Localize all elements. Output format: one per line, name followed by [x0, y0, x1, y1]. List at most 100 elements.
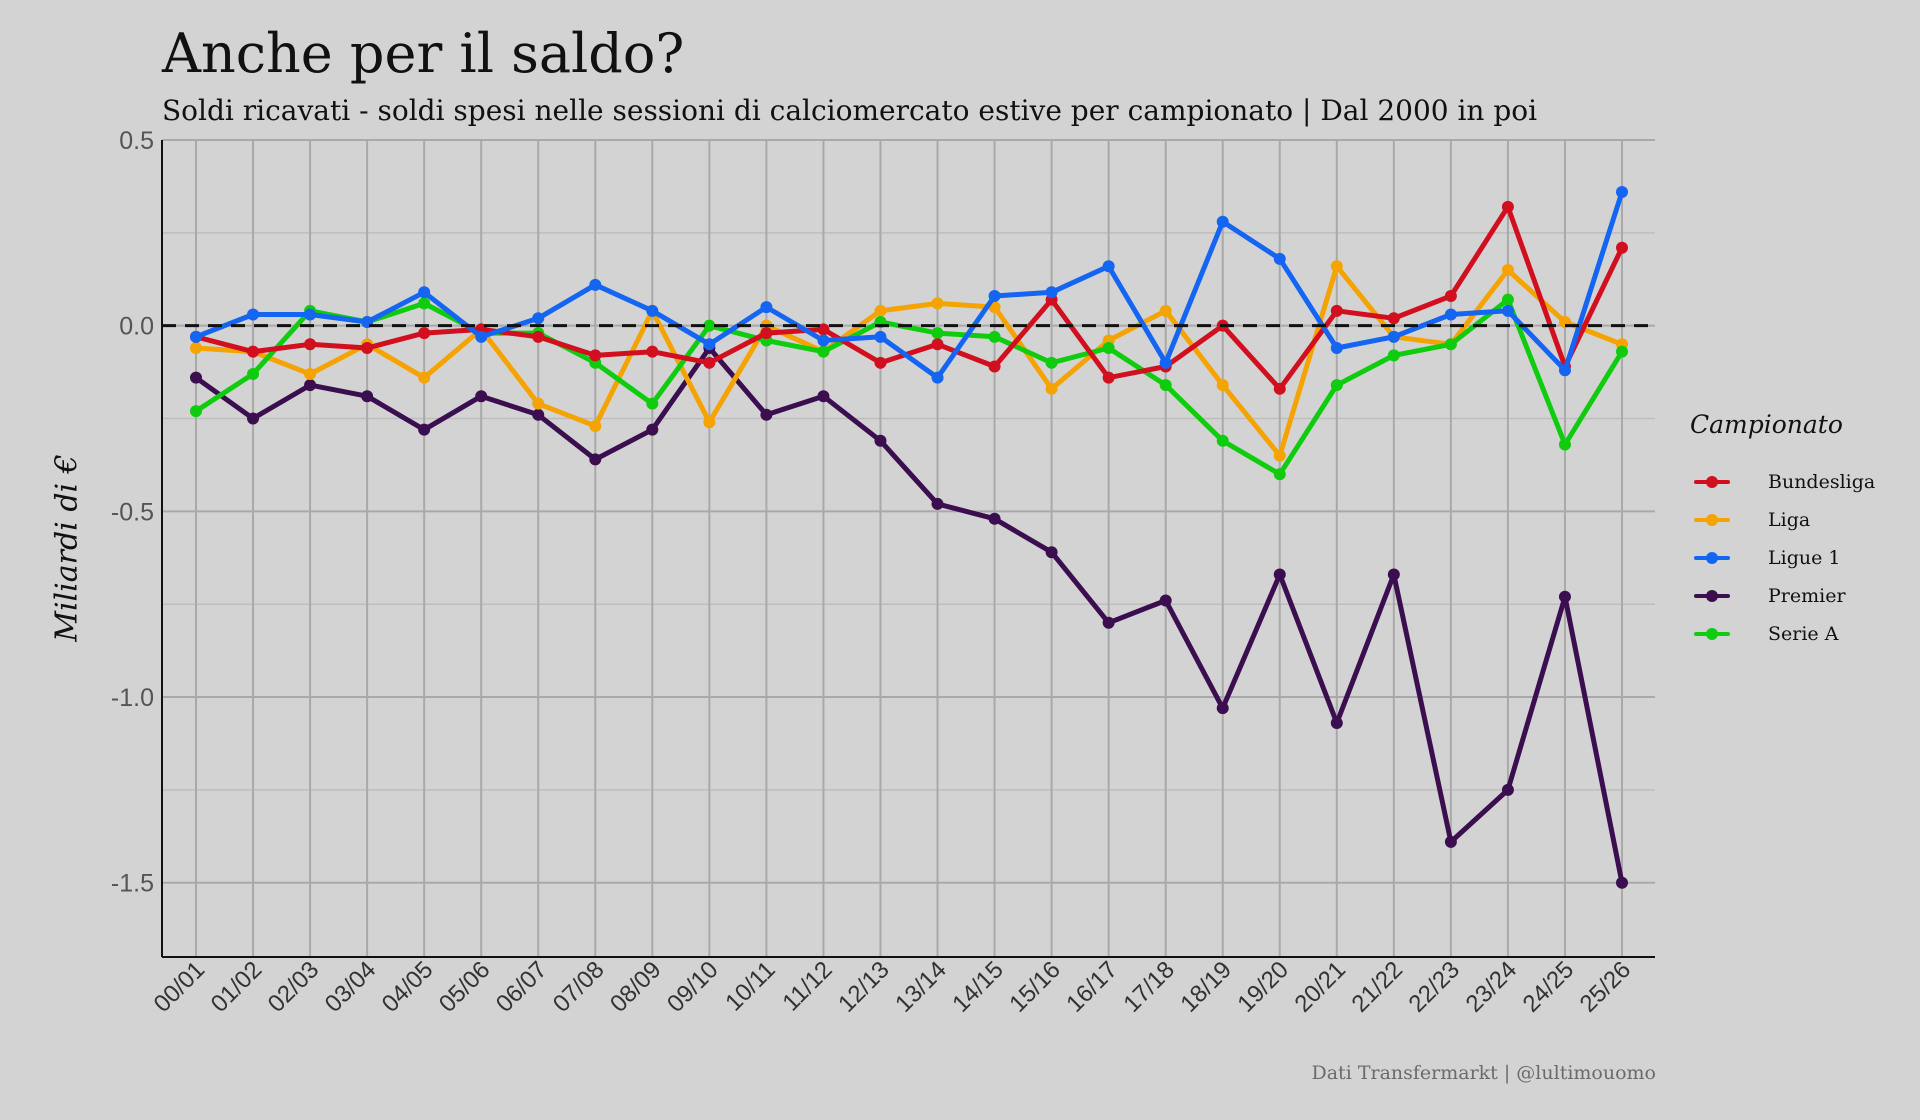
data-point-liga	[703, 416, 716, 429]
x-tick-label: 22/23	[1404, 956, 1466, 1018]
data-point-ligue-1	[247, 308, 260, 321]
data-point-premier	[1387, 568, 1400, 581]
legend-item-serie-a: Serie A	[1690, 615, 1875, 653]
legend-item-bundesliga: Bundesliga	[1690, 463, 1875, 501]
data-point-bundesliga	[1444, 289, 1457, 302]
data-point-bundesliga	[1387, 312, 1400, 325]
data-point-serie-a	[247, 367, 260, 380]
data-point-ligue-1	[1501, 304, 1514, 317]
x-tick-label: 07/08	[548, 956, 610, 1018]
y-tick-label: -1.5	[111, 870, 154, 898]
data-point-serie-a	[1501, 293, 1514, 306]
data-point-liga	[304, 367, 317, 380]
data-point-ligue-1	[1159, 356, 1172, 369]
legend-label: Liga	[1768, 509, 1811, 531]
data-point-bundesliga	[589, 349, 602, 362]
data-point-serie-a	[646, 397, 659, 410]
data-point-bundesliga	[418, 327, 431, 340]
series-lines	[162, 185, 1655, 889]
y-tick-label: -0.5	[111, 498, 154, 526]
chart-subtitle: Soldi ricavati - soldi spesi nelle sessi…	[162, 94, 1538, 127]
data-point-ligue-1	[304, 308, 317, 321]
x-tick-label: 02/03	[263, 956, 325, 1018]
data-point-serie-a	[988, 330, 1001, 343]
series-serie-a	[190, 293, 1628, 481]
data-point-ligue-1	[1045, 286, 1058, 299]
data-point-ligue-1	[1102, 260, 1115, 273]
data-point-bundesliga	[931, 338, 944, 351]
data-point-liga	[532, 397, 545, 410]
data-point-premier	[1273, 568, 1286, 581]
data-point-bundesliga	[1501, 200, 1514, 213]
data-point-premier	[361, 390, 374, 403]
data-point-liga	[589, 419, 602, 432]
data-point-premier	[988, 512, 1001, 525]
data-point-premier	[646, 423, 659, 436]
data-point-premier	[817, 390, 830, 403]
data-point-bundesliga	[874, 356, 887, 369]
data-point-premier	[1216, 702, 1229, 715]
data-point-serie-a	[1387, 349, 1400, 362]
data-point-ligue-1	[1558, 364, 1571, 377]
data-point-liga	[1501, 263, 1514, 276]
data-point-premier	[1616, 876, 1628, 889]
x-tick-label: 24/25	[1518, 956, 1580, 1018]
data-point-premier	[475, 390, 488, 403]
legend-label: Premier	[1768, 585, 1846, 607]
data-point-liga	[1330, 260, 1343, 273]
data-point-ligue-1	[988, 289, 1001, 302]
x-tick-label: 21/22	[1347, 956, 1409, 1018]
data-point-premier	[1501, 783, 1514, 796]
series-line-ligue-1	[193, 189, 1625, 381]
series-premier	[190, 341, 1628, 889]
x-tick-label: 04/05	[377, 956, 439, 1018]
data-point-serie-a	[1159, 379, 1172, 392]
data-point-serie-a	[703, 319, 716, 332]
x-tick-label: 18/19	[1175, 956, 1237, 1018]
x-tick-label: 06/07	[491, 956, 553, 1018]
data-point-ligue-1	[1444, 308, 1457, 321]
legend-key-liga	[1694, 512, 1730, 528]
data-point-premier	[190, 371, 202, 384]
legend-key-serie-a	[1694, 626, 1730, 642]
data-point-serie-a	[1045, 356, 1058, 369]
x-tick-label: 11/12	[777, 956, 837, 1016]
data-point-ligue-1	[703, 338, 716, 351]
data-point-ligue-1	[1273, 252, 1286, 265]
data-point-serie-a	[931, 327, 944, 340]
data-point-premier	[1444, 835, 1457, 848]
series-line-liga	[193, 263, 1625, 459]
data-point-ligue-1	[190, 330, 202, 343]
legend-title: Campionato	[1690, 410, 1843, 439]
x-tick-label: 01/02	[206, 956, 268, 1018]
data-point-liga	[1045, 382, 1058, 395]
data-point-premier	[247, 412, 260, 425]
y-tick-label: -1.0	[111, 684, 154, 712]
data-point-bundesliga	[361, 341, 374, 354]
data-point-ligue-1	[532, 312, 545, 325]
legend-label: Bundesliga	[1768, 471, 1876, 493]
data-point-liga	[1273, 449, 1286, 462]
legend-item-ligue-1: Ligue 1	[1690, 539, 1875, 577]
chart-title: Anche per il saldo?	[162, 22, 685, 85]
data-point-ligue-1	[1330, 341, 1343, 354]
data-point-premier	[931, 497, 944, 510]
series-line-bundesliga	[193, 204, 1625, 392]
data-point-bundesliga	[760, 327, 773, 340]
data-point-bundesliga	[646, 345, 659, 358]
data-point-ligue-1	[760, 301, 773, 314]
data-point-serie-a	[1558, 438, 1571, 451]
data-point-premier	[418, 423, 431, 436]
data-point-serie-a	[190, 405, 202, 418]
data-point-serie-a	[817, 345, 830, 358]
x-tick-label: 12/13	[833, 956, 895, 1018]
x-tick-label: 08/09	[605, 956, 667, 1018]
data-point-premier	[304, 379, 317, 392]
series-line-serie-a	[193, 297, 1625, 477]
y-tick-label: 0.5	[119, 127, 154, 155]
x-tick-label: 13/14	[890, 956, 952, 1018]
legend-key-ligue-1	[1694, 550, 1730, 566]
data-point-liga	[418, 371, 431, 384]
x-tick-label: 20/21	[1289, 956, 1351, 1018]
data-point-bundesliga	[532, 330, 545, 343]
